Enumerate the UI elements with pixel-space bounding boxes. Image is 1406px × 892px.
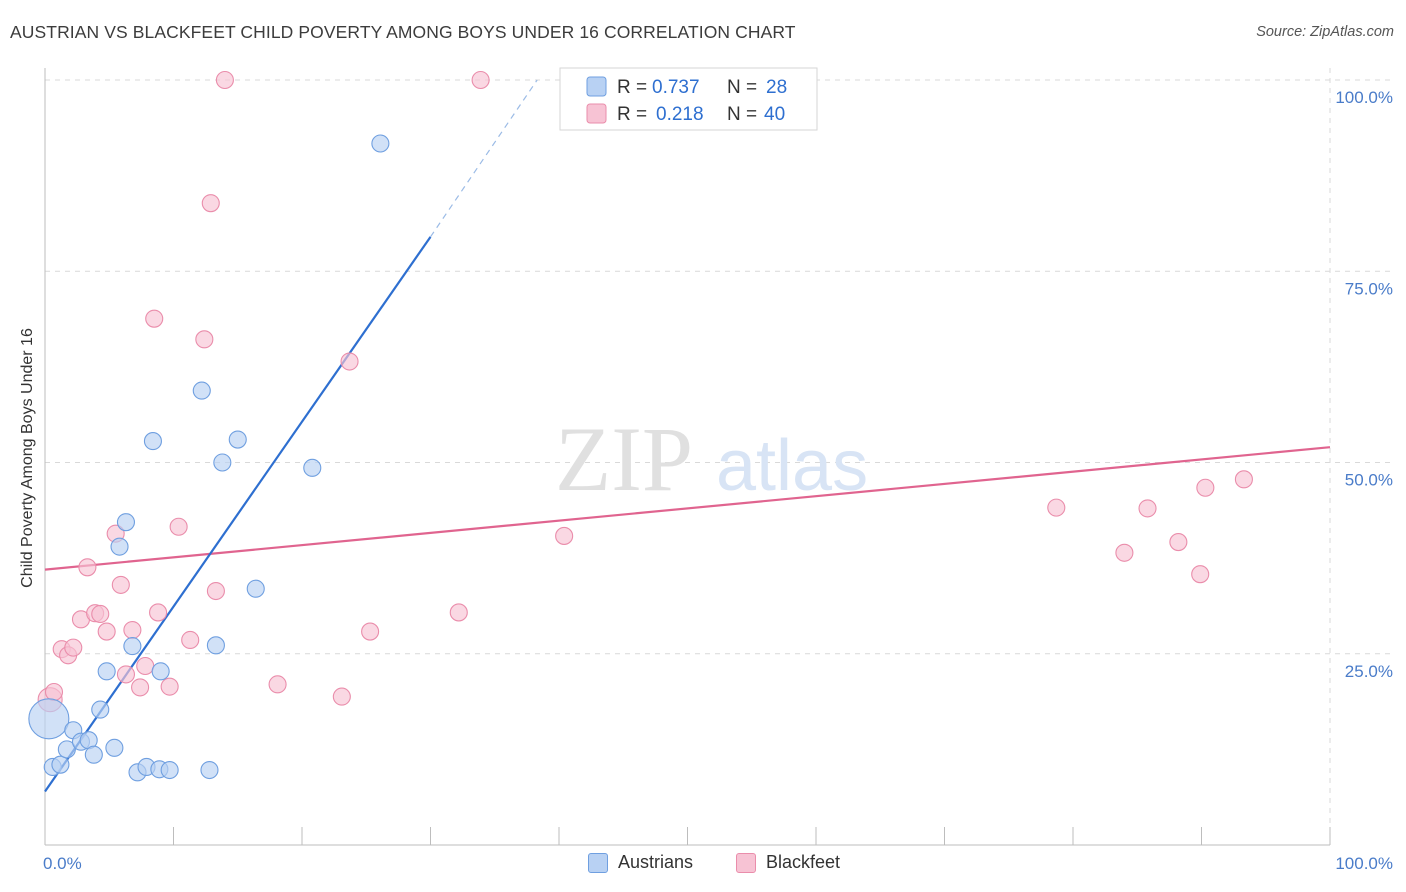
legend-box: R = 0.737 N = 28 R = 0.218 N = 40 bbox=[559, 67, 818, 131]
legend-r-label-blackfeet: R = bbox=[617, 104, 647, 125]
austrians-point-12 bbox=[116, 513, 136, 532]
blackfeet-point-32 bbox=[1047, 498, 1066, 517]
austrians-point-27 bbox=[371, 134, 390, 153]
bottom-legend-blackfeet[interactable]: Blackfeet bbox=[736, 852, 840, 873]
austrians-point-7 bbox=[84, 745, 103, 764]
austrians-legend-label: Austrians bbox=[618, 852, 694, 872]
legend-n-label-austrians: N = bbox=[727, 77, 757, 98]
blackfeet-point-16 bbox=[145, 309, 164, 328]
legend-r-value-blackfeet: 0.218 bbox=[656, 104, 704, 125]
tick-labels: 25.0% 50.0% 75.0% 100.0% 0.0% 100.0% bbox=[43, 88, 1393, 873]
austrians-point-23 bbox=[213, 453, 232, 472]
blackfeet-point-30 bbox=[471, 70, 490, 90]
austrians-point-21 bbox=[200, 760, 219, 780]
blackfeet-point-4 bbox=[64, 638, 83, 657]
blackfeet-point-25 bbox=[268, 675, 287, 694]
y-tick-label-1: 50.0% bbox=[1345, 471, 1393, 490]
austrians-point-3 bbox=[57, 740, 76, 759]
blackfeet-point-22 bbox=[201, 194, 220, 213]
austrians-point-10 bbox=[105, 738, 124, 757]
blackfeet-point-1 bbox=[44, 682, 64, 702]
blackfeet-legend-label: Blackfeet bbox=[766, 852, 841, 872]
blackfeet-point-31 bbox=[555, 526, 574, 545]
legend-swatch-blackfeet bbox=[586, 103, 607, 124]
blackfeet-swatch bbox=[736, 852, 756, 873]
blackfeet-point-17 bbox=[149, 603, 168, 622]
data-points bbox=[28, 70, 1253, 782]
austrians-trend-line bbox=[44, 236, 432, 793]
x-tick-label-max: 100.0% bbox=[1335, 854, 1393, 873]
legend-r-label-austrians: R = bbox=[617, 77, 647, 98]
blackfeet-point-19 bbox=[169, 517, 188, 536]
chart-source: Source: ZipAtlas.com bbox=[1256, 24, 1394, 40]
blackfeet-point-11 bbox=[111, 575, 130, 594]
blackfeet-point-29 bbox=[449, 603, 468, 622]
austrians-point-0 bbox=[28, 698, 70, 740]
austrians-swatch bbox=[588, 852, 608, 873]
austrians-point-9 bbox=[97, 662, 116, 681]
legend-n-value-austrians: 28 bbox=[766, 77, 787, 98]
blackfeet-point-34 bbox=[1138, 499, 1157, 518]
blackfeet-point-8 bbox=[91, 604, 110, 624]
y-tick-label-3: 100.0% bbox=[1335, 88, 1393, 107]
blackfeet-point-15 bbox=[136, 656, 155, 676]
austrians-point-18 bbox=[151, 662, 170, 681]
blackfeet-point-37 bbox=[1196, 478, 1215, 497]
austrians-trend-extension bbox=[430, 79, 538, 238]
blackfeet-point-24 bbox=[215, 70, 234, 90]
chart-title: AUSTRIAN VS BLACKFEET CHILD POVERTY AMON… bbox=[10, 22, 796, 42]
blackfeet-point-23 bbox=[206, 581, 225, 601]
legend-swatch-austrians bbox=[586, 76, 607, 97]
blackfeet-point-26 bbox=[332, 687, 351, 706]
austrians-point-13 bbox=[123, 637, 142, 656]
blackfeet-point-36 bbox=[1191, 565, 1210, 584]
bottom-legend-austrians[interactable]: Austrians bbox=[588, 852, 693, 873]
y-tick-label-2: 75.0% bbox=[1345, 279, 1393, 298]
legend-r-value-austrians: 0.737 bbox=[652, 77, 700, 98]
austrians-point-19 bbox=[160, 760, 179, 780]
austrians-point-11 bbox=[110, 537, 129, 556]
legend-n-value-blackfeet: 40 bbox=[764, 104, 785, 125]
austrians-point-22 bbox=[206, 636, 225, 655]
blackfeet-point-38 bbox=[1234, 470, 1253, 489]
blackfeet-point-33 bbox=[1115, 543, 1134, 562]
blackfeet-point-6 bbox=[78, 558, 97, 577]
blackfeet-point-13 bbox=[123, 620, 142, 640]
blackfeet-point-35 bbox=[1169, 533, 1188, 552]
y-tick-label-0: 25.0% bbox=[1345, 662, 1393, 681]
austrians-point-24 bbox=[228, 430, 247, 449]
x-tick-label-min: 0.0% bbox=[43, 854, 82, 873]
trend-lines bbox=[44, 79, 1331, 793]
austrians-point-16 bbox=[143, 432, 162, 451]
austrians-point-26 bbox=[303, 458, 322, 477]
austrians-point-8 bbox=[91, 700, 110, 719]
blackfeet-point-20 bbox=[181, 630, 200, 650]
watermark-zip: ZIP bbox=[555, 408, 693, 510]
austrians-point-20 bbox=[192, 381, 211, 400]
blackfeet-point-18 bbox=[160, 677, 179, 696]
blackfeet-trend-line bbox=[44, 446, 1331, 571]
blackfeet-point-27 bbox=[340, 352, 359, 371]
legend-n-label-blackfeet: N = bbox=[727, 104, 757, 125]
blackfeet-point-9 bbox=[97, 622, 116, 641]
blackfeet-point-14 bbox=[131, 678, 150, 697]
austrians-point-25 bbox=[246, 579, 265, 598]
austrians-point-2 bbox=[51, 755, 70, 774]
blackfeet-point-21 bbox=[195, 330, 214, 349]
blackfeet-point-12 bbox=[116, 665, 136, 684]
blackfeet-point-28 bbox=[361, 622, 380, 641]
